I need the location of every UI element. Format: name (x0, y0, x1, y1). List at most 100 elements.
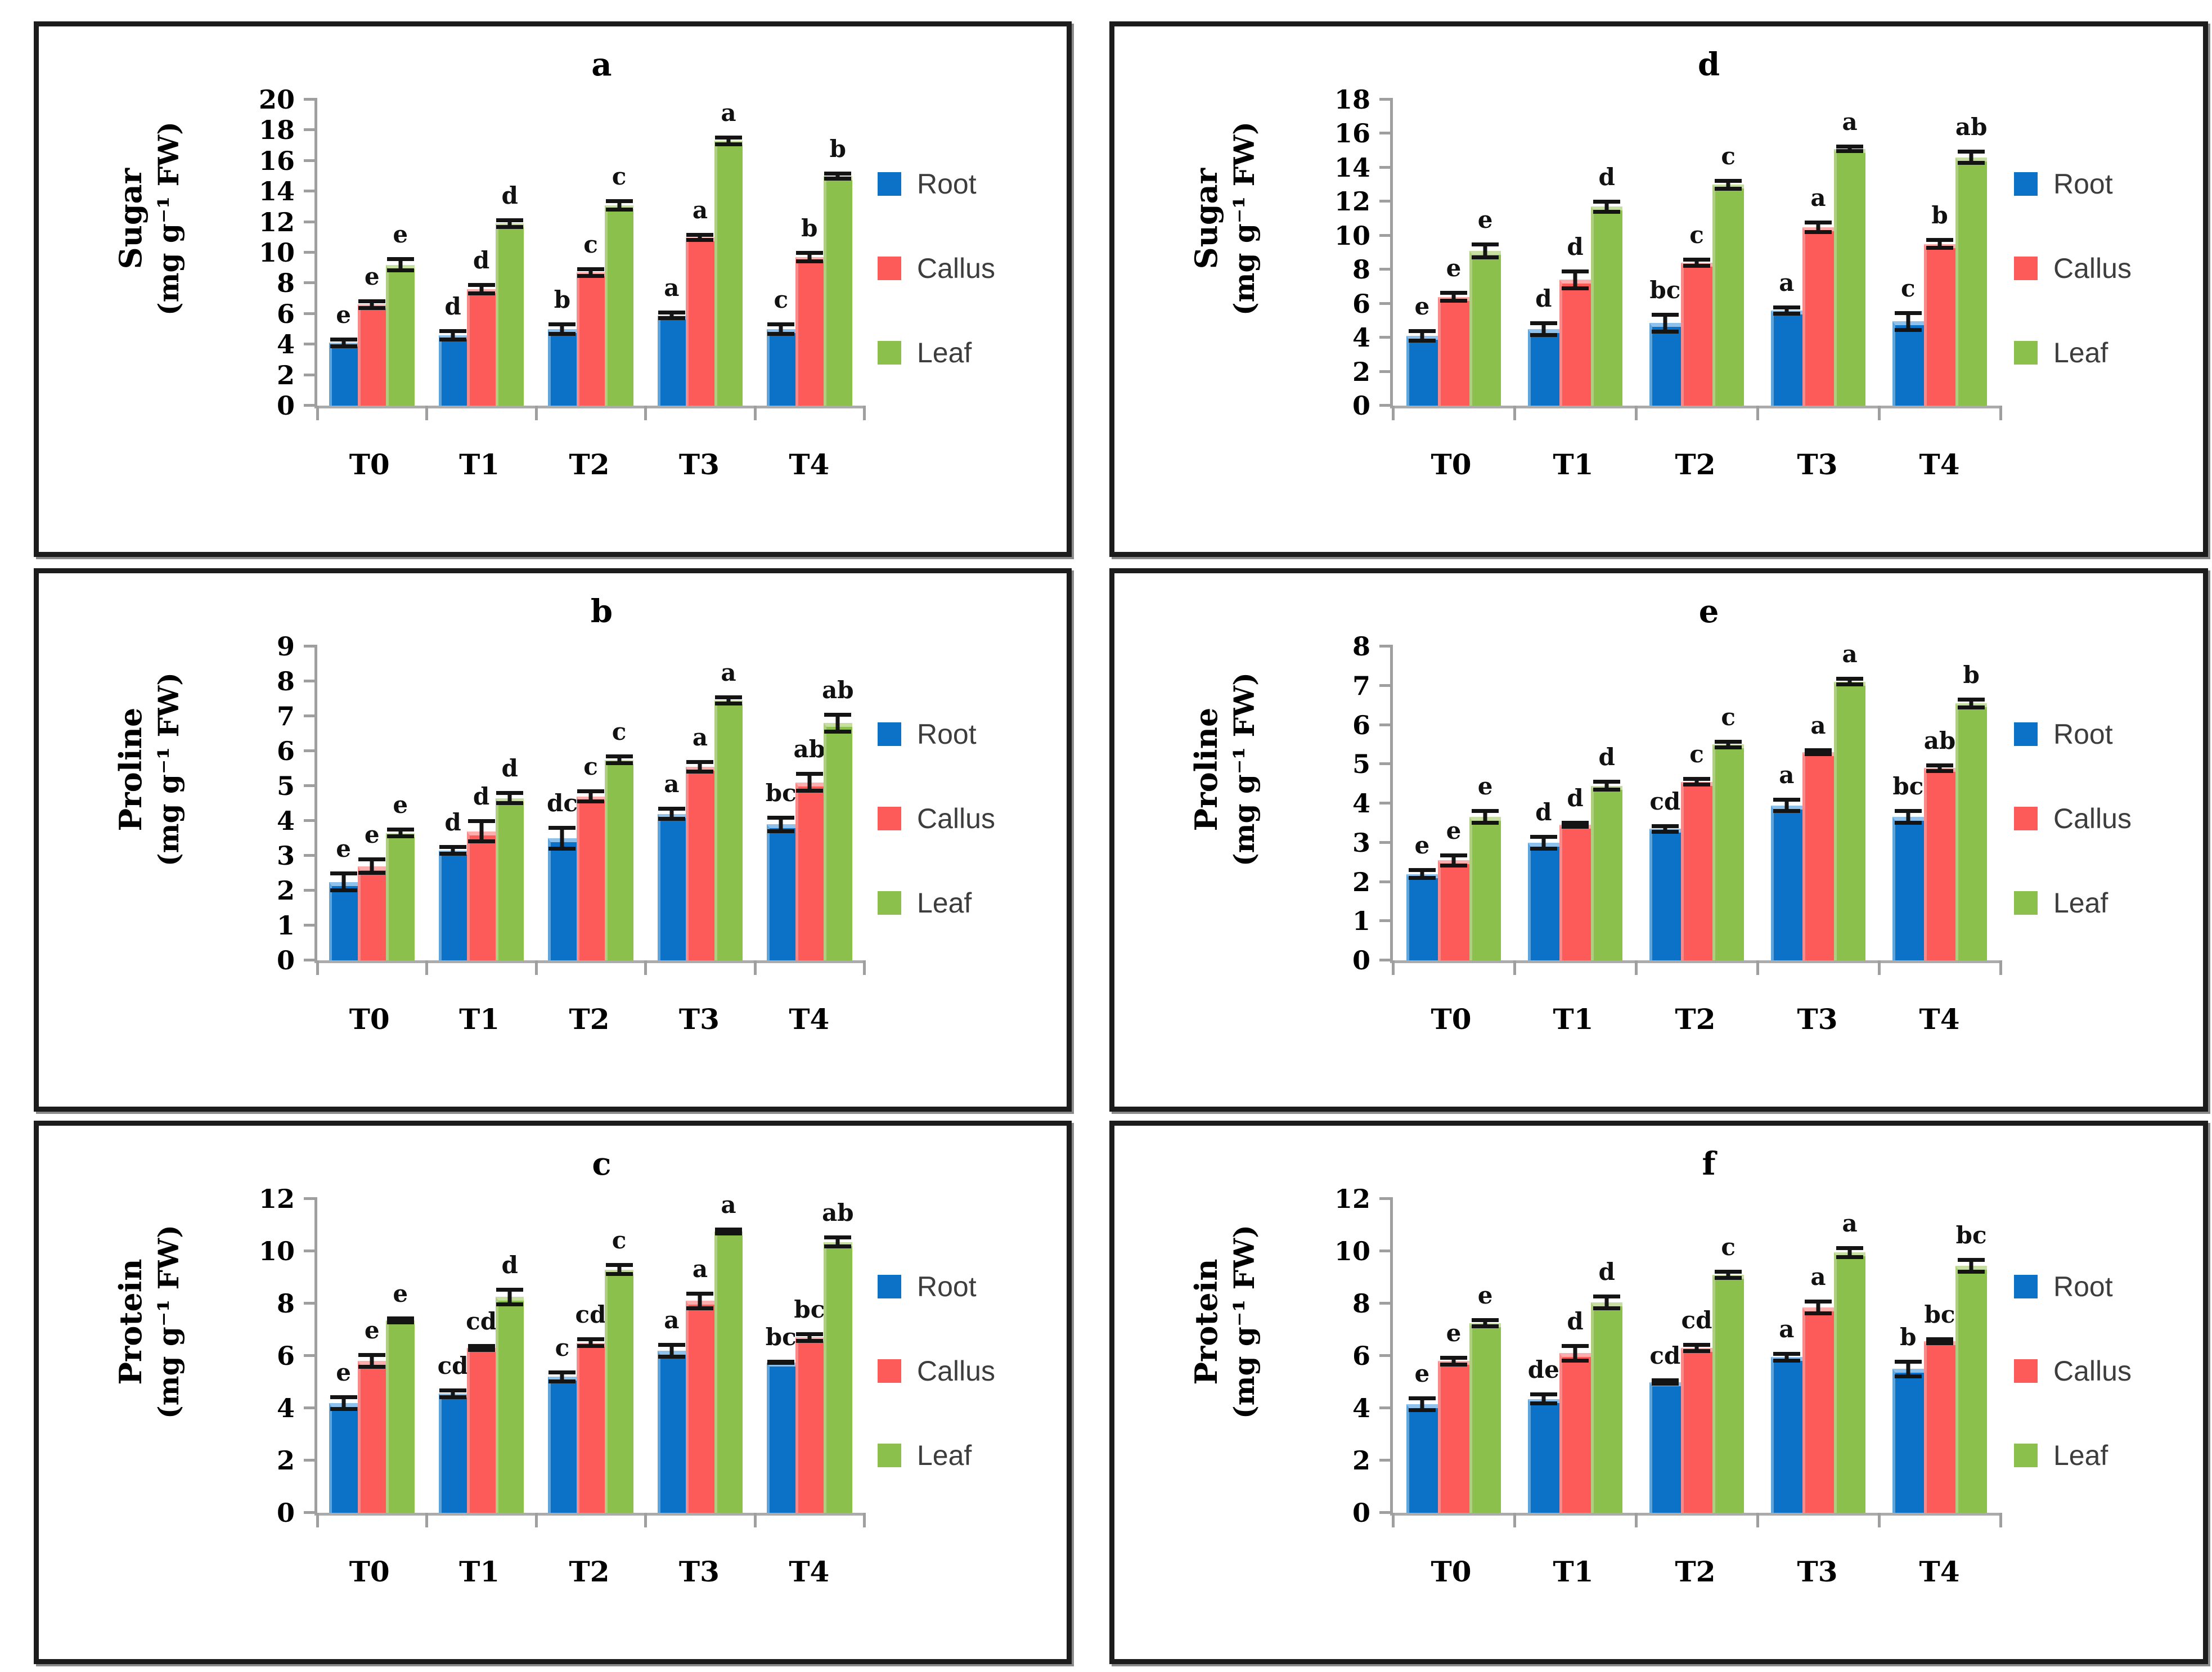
y-tick-label: 20 (258, 84, 295, 115)
significance-letter: a (692, 723, 708, 751)
bar-group-t4: bc bc ab (755, 1199, 864, 1513)
y-tick-mark (304, 714, 317, 717)
error-bar-cap-top (1651, 824, 1679, 828)
x-category-label-t4: T4 (789, 1003, 830, 1036)
y-tick-mark (304, 190, 317, 193)
y-tick-mark (304, 680, 317, 683)
legend-swatch-icon (2014, 807, 2038, 831)
error-bar-cap-top (1894, 1359, 1922, 1364)
significance-letter: b (1931, 201, 1948, 230)
bar-callus-t2 (1680, 1348, 1713, 1513)
plot-area: c 0 2 4 6 8 10 12 e e e cd cd d c cd c a a a bc bc ab (259, 1145, 866, 1528)
error-bar-cap-top (605, 1262, 633, 1267)
error-bar-cap-top (1894, 311, 1922, 316)
error-bar-cap-top (1773, 305, 1800, 309)
bar-root-t2 (1649, 323, 1681, 406)
y-tick-label: 5 (1352, 749, 1370, 780)
legend-swatch-icon (2014, 891, 2038, 915)
bar-root-t0 (1406, 336, 1438, 406)
y-tick-label: 6 (1352, 1341, 1370, 1371)
significance-letter: e (364, 262, 380, 290)
y-tick-mark (1379, 802, 1393, 804)
y-tick-label: 2 (1352, 866, 1370, 897)
error-bar-cap-top (577, 267, 605, 271)
y-tick-label: 8 (1352, 631, 1370, 662)
x-category-label-t0: T0 (1431, 1003, 1472, 1036)
legend-item-callus: Callus (878, 252, 1046, 285)
error-bar-cap-top (548, 826, 576, 830)
y-tick-mark (304, 1511, 317, 1514)
bar-leaf-t1 (495, 798, 524, 960)
y-tick-label: 5 (276, 771, 295, 801)
bar-root-t2 (548, 1377, 577, 1513)
panel-e-proline-chart: Proline (mg g⁻¹ FW) e 0 1 2 3 4 5 6 7 8 e e e d d d cd c c a a… (1109, 568, 2208, 1112)
error-bar-cap-top (795, 251, 823, 255)
error-bar-cap-top (386, 1316, 414, 1321)
error-bar-cap-top (548, 1370, 576, 1374)
significance-letter: a (1810, 712, 1826, 740)
x-tick-mark (753, 960, 757, 975)
legend-item-leaf: Leaf (2014, 336, 2183, 369)
bar-group-t1: cd cd d (426, 1199, 536, 1513)
error-bar-cap-top (358, 1353, 386, 1358)
significance-letter: e (393, 221, 408, 249)
x-tick-mark (1878, 960, 1881, 975)
significance-letter: d (501, 181, 518, 209)
legend-swatch-icon (878, 1444, 901, 1468)
x-category-label-t4: T4 (789, 1555, 830, 1588)
significance-letter: a (721, 98, 736, 127)
bar-callus-t4 (1923, 768, 1956, 960)
bar-root-t3 (657, 813, 686, 960)
bar-leaf-t0 (386, 833, 415, 960)
y-tick-label: 16 (1334, 118, 1370, 149)
y-tick-mark (1379, 762, 1393, 766)
y-tick-label: 0 (1352, 1498, 1370, 1528)
y-tick-mark (304, 959, 317, 961)
bar-callus-t2 (1680, 263, 1713, 406)
bar-leaf-t4 (824, 1242, 852, 1513)
x-tick-mark (1756, 960, 1759, 975)
error-bar-cap-top (658, 807, 685, 811)
significance-letter: ab (1923, 726, 1956, 754)
y-tick-label: 0 (1352, 390, 1370, 421)
significance-letter: bc (1892, 772, 1924, 801)
y-tick-label: 2 (276, 875, 295, 906)
significance-letter: c (555, 1333, 570, 1361)
y-axis-label-line1: Protein (1188, 1259, 1224, 1386)
x-tick-mark (753, 1513, 757, 1527)
y-tick-label: 8 (276, 666, 295, 696)
y-tick-mark (1379, 1511, 1393, 1514)
bar-leaf-t1 (1591, 785, 1623, 960)
legend-item-root: Root (2014, 1270, 2183, 1303)
x-category-label-t1: T1 (1553, 1555, 1594, 1588)
bar-root-t3 (1770, 310, 1802, 406)
significance-letter: a (1842, 640, 1858, 668)
x-tick-mark (425, 960, 429, 975)
error-bar-cap-top (1472, 809, 1499, 813)
legend-swatch-icon (878, 340, 901, 365)
bar-leaf-t2 (1712, 744, 1745, 960)
bar-root-t3 (657, 1350, 686, 1513)
y-tick-mark (1379, 302, 1393, 305)
error-bar-cap-top (1562, 269, 1589, 274)
y-axis-label: Sugar (mg g⁻¹ FW) (1186, 122, 1262, 316)
x-tick-mark (316, 406, 319, 420)
y-tick-mark (304, 1302, 317, 1305)
bar-group-t4: bc ab b (1879, 646, 2000, 960)
significance-letter: b (829, 134, 847, 163)
x-category-label-t3: T3 (678, 448, 720, 481)
x-category-label-t2: T2 (569, 1555, 610, 1588)
y-axis-label-line2: (mg g⁻¹ FW) (151, 1225, 185, 1419)
y-axis-label-line2: (mg g⁻¹ FW) (151, 672, 185, 867)
error-bar-cap-top (1836, 1246, 1864, 1250)
bar-callus-t4 (795, 782, 824, 960)
panel-letter: e (1698, 593, 1719, 630)
bar-leaf-t2 (1712, 1274, 1745, 1513)
y-tick-label: 4 (1352, 788, 1370, 819)
y-axis-label-wrap: Proline (mg g⁻¹ FW) (56, 573, 241, 966)
bar-leaf-t3 (714, 141, 743, 406)
